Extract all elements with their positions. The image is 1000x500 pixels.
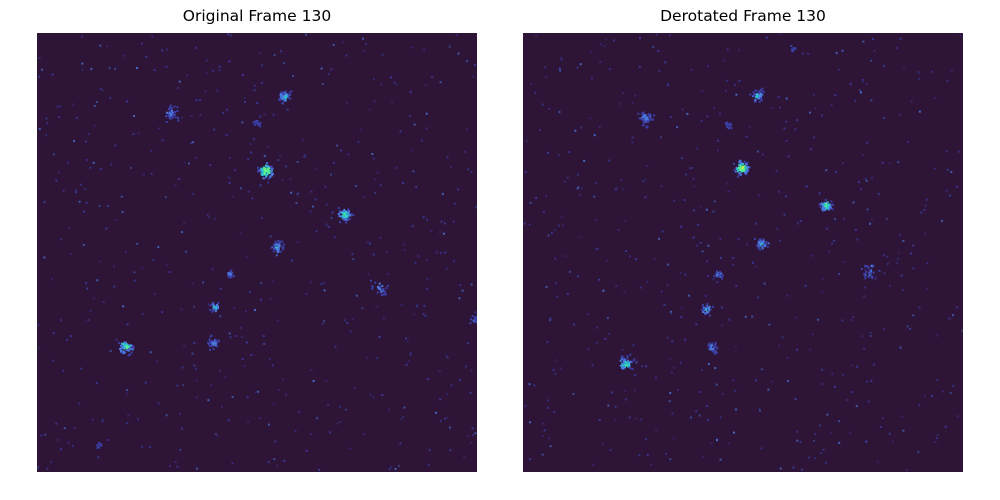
derotated-frame-panel: Derotated Frame 130 [523, 0, 963, 500]
original-frame-image [37, 33, 477, 472]
original-frame-background [37, 33, 477, 472]
derotated-frame-image [523, 33, 963, 472]
derotated-frame-title: Derotated Frame 130 [660, 7, 826, 25]
derotated-frame-sources [619, 45, 881, 370]
original-frame-sources [96, 90, 477, 449]
derotated-frame-background [523, 33, 963, 472]
original-frame-title: Original Frame 130 [182, 7, 332, 25]
original-frame-noise [37, 33, 477, 471]
derotated-frame-noise [523, 33, 963, 471]
original-frame-panel: Original Frame 130 [37, 0, 477, 500]
